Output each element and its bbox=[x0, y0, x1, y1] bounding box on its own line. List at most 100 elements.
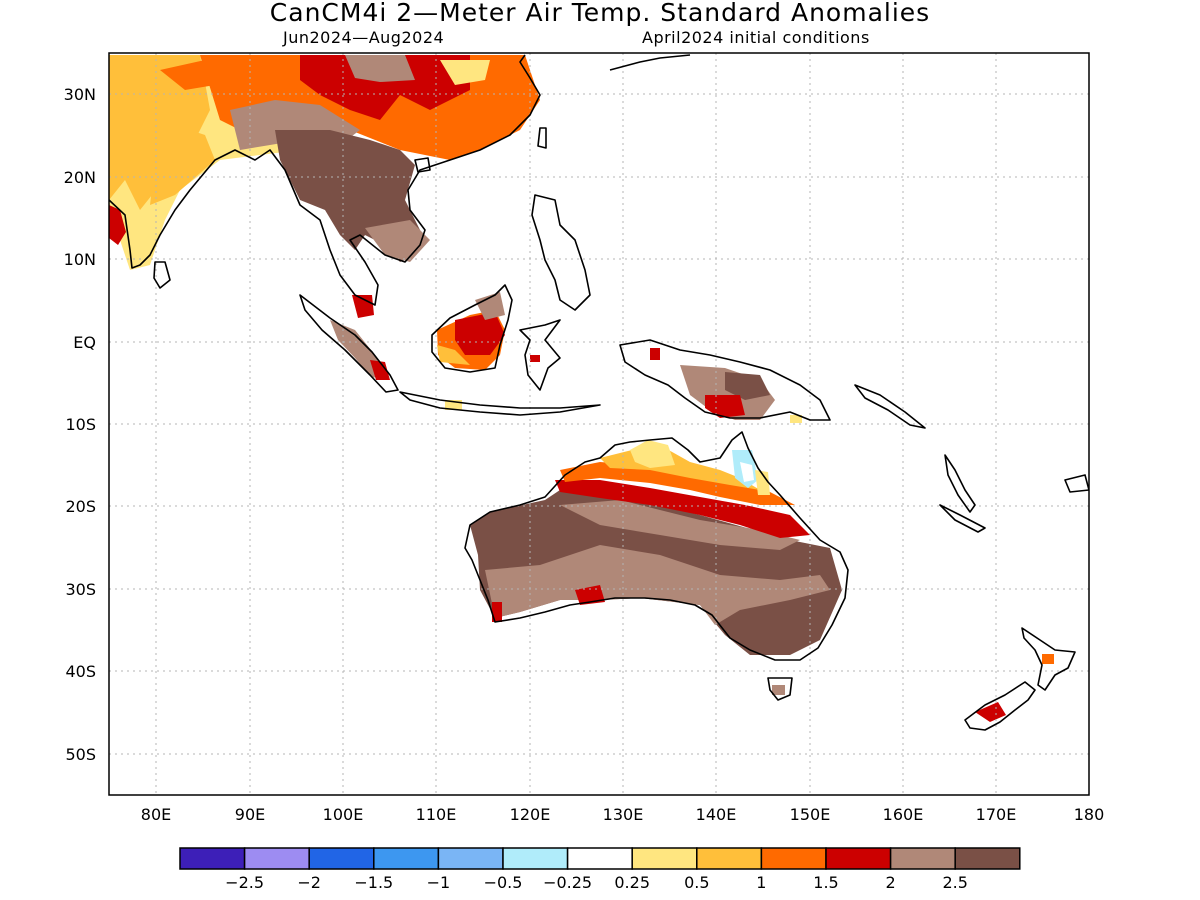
japan-coast bbox=[609, 54, 691, 71]
arnhem-yellow-field bbox=[630, 440, 675, 468]
new-guinea-red-field bbox=[705, 395, 745, 418]
tasmania-brown bbox=[772, 685, 785, 695]
colorbar-label: −0.5 bbox=[484, 873, 523, 892]
philippines-coast bbox=[531, 194, 591, 311]
plot-frame bbox=[108, 52, 1090, 796]
lat-tick-label: 40S bbox=[65, 662, 96, 681]
australia-brown-band bbox=[485, 545, 830, 625]
lat-tick-label: 30S bbox=[65, 580, 96, 599]
new-caledonia-coast bbox=[939, 504, 986, 533]
fiji-coast bbox=[1064, 474, 1089, 493]
colorbar-swatch bbox=[566, 847, 633, 870]
new-zealand-red-field bbox=[975, 702, 1006, 722]
graticule bbox=[109, 53, 1089, 795]
lat-tick-label: 30N bbox=[64, 85, 96, 104]
lon-tick-label: 100E bbox=[323, 805, 364, 824]
colorbar-swatch bbox=[243, 847, 310, 870]
sulawesi-red-spot bbox=[530, 355, 540, 362]
lon-tick-label: 110E bbox=[416, 805, 457, 824]
lon-tick-label: 160E bbox=[883, 805, 924, 824]
colorbar-swatch bbox=[954, 847, 1021, 870]
australia-coast bbox=[464, 431, 849, 661]
china-yellow-patch bbox=[440, 60, 490, 85]
coastlines bbox=[109, 54, 1089, 731]
australia-north-brown bbox=[560, 500, 800, 550]
nz-south-island-coast bbox=[964, 681, 1036, 731]
colorbar-label: 2.5 bbox=[942, 873, 967, 892]
new-guinea-coast bbox=[619, 339, 831, 421]
colorbar-label: 2 bbox=[886, 873, 896, 892]
lon-tick-label: 130E bbox=[603, 805, 644, 824]
new-guinea-red-spot-north bbox=[650, 348, 660, 360]
india-red-spot bbox=[109, 205, 126, 245]
lon-tick-label: 170E bbox=[976, 805, 1017, 824]
colorbar-label: −2.5 bbox=[225, 873, 264, 892]
colorbar-swatch bbox=[631, 847, 698, 870]
init-conditions-subtitle: April2024 initial conditions bbox=[642, 28, 870, 47]
java-coast bbox=[399, 391, 601, 416]
australia-orange-band bbox=[560, 462, 795, 505]
colorbar-label: 0.5 bbox=[684, 873, 709, 892]
colorbar-label: 0.25 bbox=[614, 873, 650, 892]
sumatra-coast bbox=[299, 294, 399, 393]
lon-tick-label: 80E bbox=[141, 805, 171, 824]
colorbar-label: −1.5 bbox=[354, 873, 393, 892]
taiwan-coast bbox=[537, 127, 547, 149]
colorbar-swatch bbox=[437, 847, 504, 870]
anomaly-shading bbox=[109, 55, 1054, 722]
colorbar-swatch bbox=[760, 847, 827, 870]
colorbar-swatch bbox=[308, 847, 375, 870]
lon-tick-label: 120E bbox=[510, 805, 551, 824]
colorbar-label: −1 bbox=[427, 873, 451, 892]
tibet-brown-blob bbox=[345, 55, 415, 82]
period-subtitle: Jun2024—Aug2024 bbox=[283, 28, 445, 47]
png-yellow-spot bbox=[790, 415, 802, 423]
hainan-coast bbox=[414, 157, 431, 173]
cape-york-yellow bbox=[755, 470, 770, 495]
asia-mainland-coast bbox=[109, 54, 541, 306]
cape-york-white bbox=[740, 462, 754, 482]
colorbar-swatch bbox=[373, 847, 440, 870]
sri-lanka-coast bbox=[153, 261, 171, 289]
lon-tick-label: 180 bbox=[1074, 805, 1105, 824]
longitude-labels: 80E 90E 100E 110E 120E 130E 140E 150E 160E 170E 18… bbox=[141, 805, 1105, 824]
malay-red-spot bbox=[352, 295, 374, 318]
sumatra-red-spot bbox=[370, 360, 390, 380]
australia-red-band bbox=[555, 480, 810, 538]
borneo-red-field bbox=[455, 312, 505, 355]
colorbar-swatch bbox=[696, 847, 763, 870]
indochina-light-brown bbox=[365, 220, 430, 262]
borneo-brown-field bbox=[475, 292, 505, 320]
solomon-islands-coast bbox=[854, 384, 926, 429]
colorbar-swatch bbox=[502, 847, 569, 870]
lat-tick-label: 10N bbox=[64, 250, 96, 269]
latitude-labels: 30N 20N 10N EQ 10S 20S 30S 40S 50S bbox=[64, 85, 96, 764]
tasmania-coast bbox=[767, 677, 793, 701]
lat-tick-label: 50S bbox=[65, 745, 96, 764]
colorbar-swatch bbox=[825, 847, 892, 870]
colorbar-swatch bbox=[179, 847, 246, 870]
lat-tick-label: EQ bbox=[73, 333, 96, 352]
colorbar: −2.5 −2 −1.5 −1 −0.5 −0.25 0.25 0.5 1 1.5 2 2.5 bbox=[179, 847, 1021, 892]
map-title: CanCM4i 2—Meter Air Temp. Standard Anoma… bbox=[269, 0, 931, 27]
new-zealand-orange-field bbox=[1042, 654, 1054, 664]
vanuatu-coast bbox=[944, 454, 976, 513]
borneo-yellow-edge bbox=[437, 345, 470, 365]
colorbar-swatch bbox=[889, 847, 956, 870]
lon-tick-label: 90E bbox=[235, 805, 265, 824]
colorbar-label: −2 bbox=[297, 873, 321, 892]
lat-tick-label: 10S bbox=[65, 415, 96, 434]
colorbar-label: 1 bbox=[756, 873, 766, 892]
colorbar-label: 1.5 bbox=[813, 873, 838, 892]
australia-sw-corner-red bbox=[492, 602, 502, 622]
colorbar-label: −0.25 bbox=[543, 873, 592, 892]
lat-tick-label: 20S bbox=[65, 497, 96, 516]
lon-tick-label: 150E bbox=[790, 805, 831, 824]
lon-tick-label: 140E bbox=[696, 805, 737, 824]
sulawesi-coast bbox=[519, 319, 561, 391]
borneo-coast bbox=[431, 284, 513, 373]
new-guinea-dark-field bbox=[725, 372, 770, 400]
lat-tick-label: 20N bbox=[64, 168, 96, 187]
nz-north-island-coast bbox=[1021, 627, 1076, 691]
